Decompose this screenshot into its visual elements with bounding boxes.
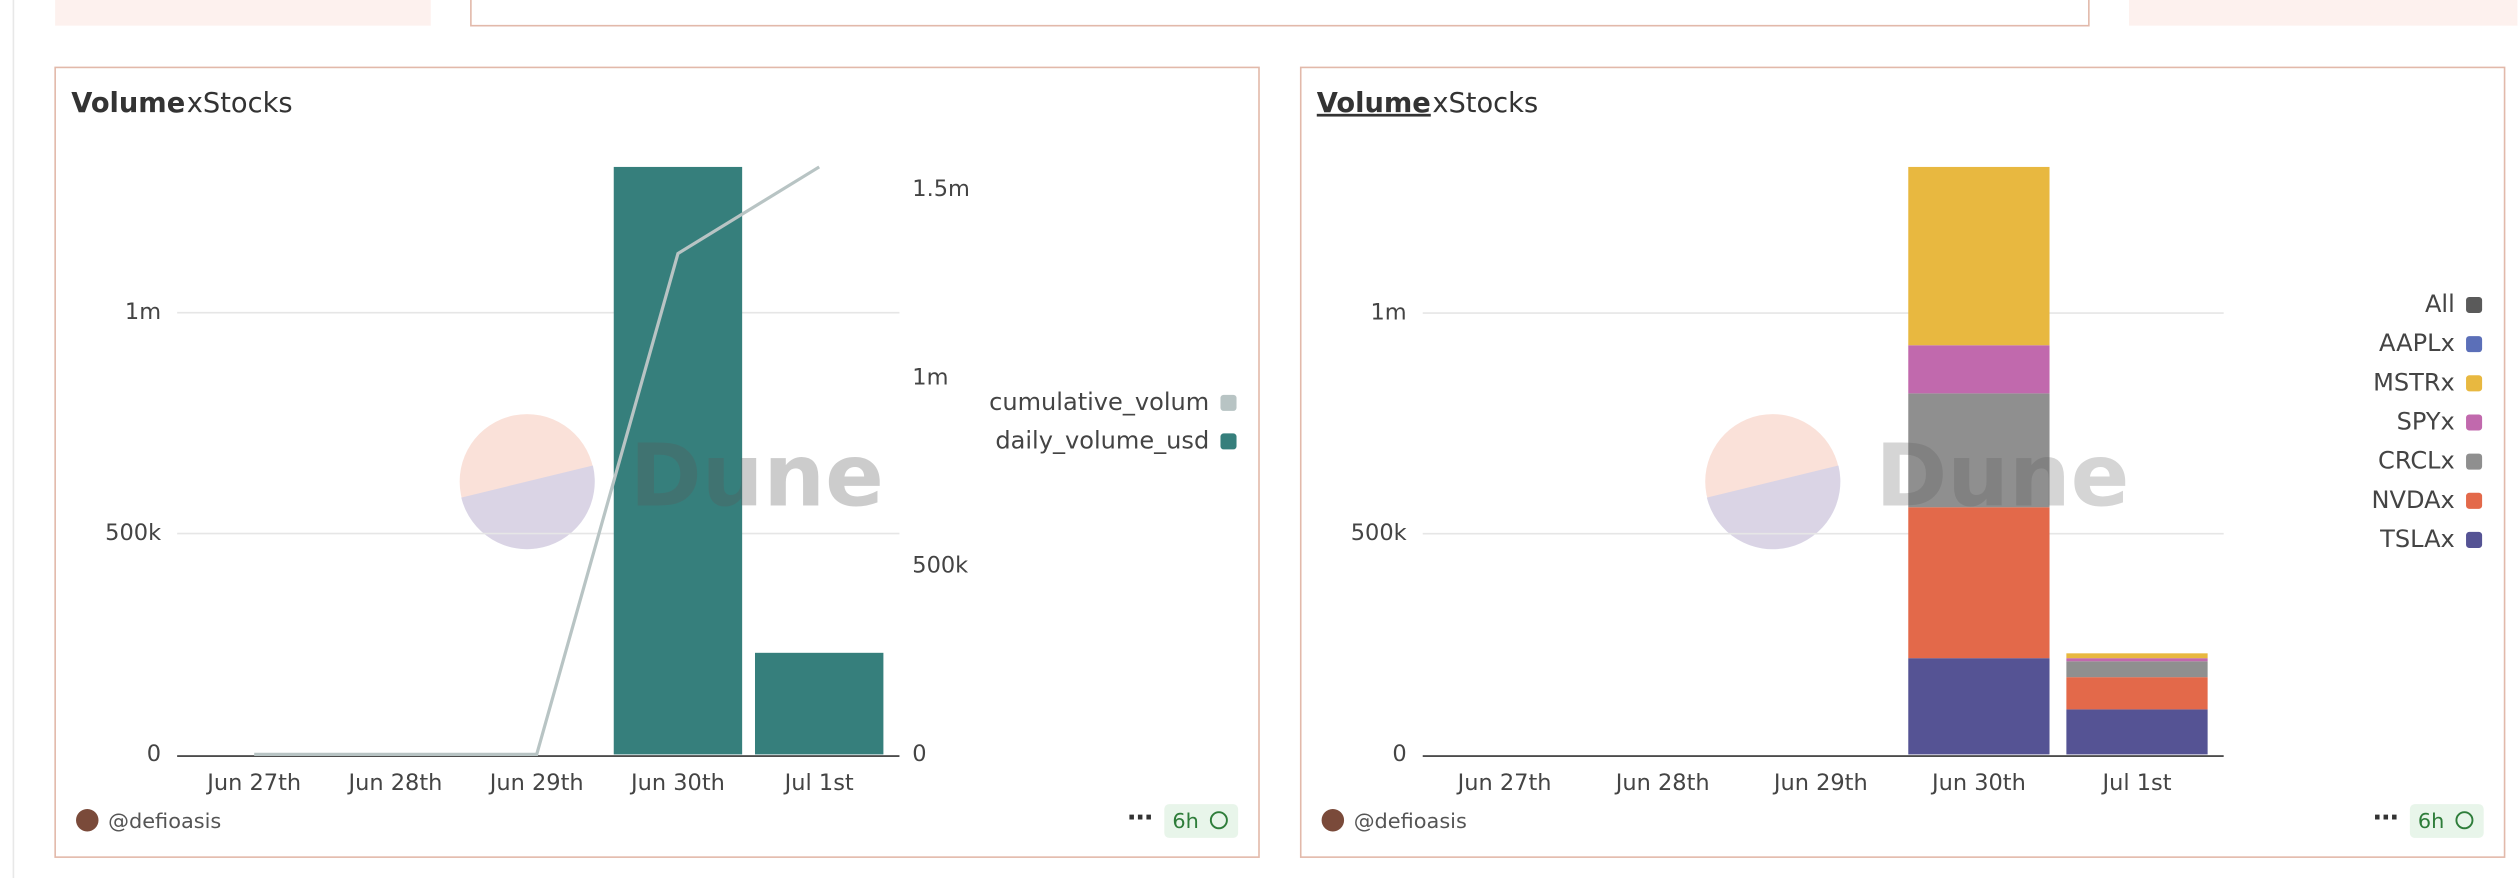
chart-title: Volume — [1317, 88, 1431, 119]
legend-swatch — [1220, 433, 1237, 450]
y2-tick-label: 0 — [912, 741, 926, 767]
bar — [613, 166, 743, 755]
top-tile — [55, 0, 431, 26]
legend-swatch — [2466, 375, 2483, 392]
x-tick-label: Jun 28th — [1614, 770, 1710, 796]
watermark-text: Dune — [630, 426, 884, 526]
watermark-logo — [461, 465, 595, 550]
watermark-text: Dune — [1875, 426, 2129, 526]
x-tick-label: Jun 27th — [205, 770, 301, 796]
author: @defioasis — [1354, 809, 1467, 833]
x-tick-label: Jun 30th — [1930, 770, 2026, 796]
bar-segment — [1908, 166, 2050, 346]
legend-swatch — [2466, 296, 2483, 313]
y2-tick-label: 1.5m — [912, 176, 970, 202]
legend-label: daily_volume_usd — [995, 426, 1209, 454]
chart-subtitle: xStocks — [1432, 88, 1538, 119]
bar-segment — [1908, 658, 2050, 755]
bar-segment — [2066, 653, 2208, 659]
refresh-label: 6h — [1172, 809, 1199, 833]
bar-segment — [1908, 507, 2050, 659]
chart-title: Volume — [71, 88, 185, 119]
legend-label: AAPLx — [2379, 329, 2455, 357]
bar-segment — [2066, 658, 2208, 662]
y-tick-label: 1m — [125, 299, 161, 325]
author: @defioasis — [108, 809, 221, 833]
legend-label: cumulative_volum — [989, 388, 1209, 416]
refresh-icon — [2455, 811, 2474, 830]
y-tick-label: 0 — [1392, 741, 1406, 767]
x-tick-label: Jun 28th — [347, 770, 443, 796]
y2-tick-label: 500k — [912, 553, 968, 579]
refresh-label: 6h — [2418, 809, 2445, 833]
x-tick-label: Jul 1st — [783, 770, 854, 796]
legend-swatch — [2466, 492, 2483, 509]
legend-swatch — [2466, 336, 2483, 353]
bar-segment — [2066, 709, 2208, 755]
x-tick-label: Jul 1st — [2100, 770, 2171, 796]
menu-dots: ⋯ — [1127, 803, 1153, 833]
bar — [754, 652, 884, 755]
bar-segment — [1908, 393, 2050, 508]
x-tick-label: Jun 27th — [1456, 770, 1552, 796]
legend-swatch — [2466, 531, 2483, 548]
legend-swatch — [2466, 453, 2483, 470]
avatar — [76, 808, 99, 832]
x-tick-label: Jun 29th — [1772, 770, 1868, 796]
legend-label: All — [2425, 290, 2455, 318]
menu-dots: ⋯ — [2373, 803, 2399, 833]
legend-label: NVDAx — [2372, 486, 2455, 514]
refresh-icon — [1209, 811, 1228, 830]
avatar — [1321, 808, 1345, 832]
top-tile — [2128, 0, 2518, 26]
chart-subtitle: xStocks — [187, 88, 293, 119]
y-tick-label: 500k — [1351, 520, 1407, 546]
legend-swatch — [1220, 394, 1237, 411]
legend-label: TSLAx — [2379, 525, 2455, 553]
legend-swatch — [2466, 414, 2483, 431]
watermark-logo — [1706, 465, 1841, 550]
bar-segment — [2066, 661, 2208, 678]
legend-label: CRCLx — [2378, 447, 2455, 475]
x-tick-label: Jun 29th — [488, 770, 584, 796]
y2-tick-label: 1m — [912, 364, 948, 390]
y-tick-label: 0 — [147, 741, 161, 767]
x-tick-label: Jun 30th — [629, 770, 725, 796]
y-tick-label: 500k — [105, 520, 161, 546]
legend-label: SPYx — [2397, 407, 2455, 435]
top-tile — [470, 0, 2090, 27]
y-tick-label: 1m — [1370, 300, 1406, 326]
legend-label: MSTRx — [2373, 368, 2455, 396]
panel — [1299, 66, 2506, 858]
bar-segment — [1908, 345, 2050, 394]
bar-segment — [2066, 677, 2208, 710]
line — [254, 165, 821, 757]
